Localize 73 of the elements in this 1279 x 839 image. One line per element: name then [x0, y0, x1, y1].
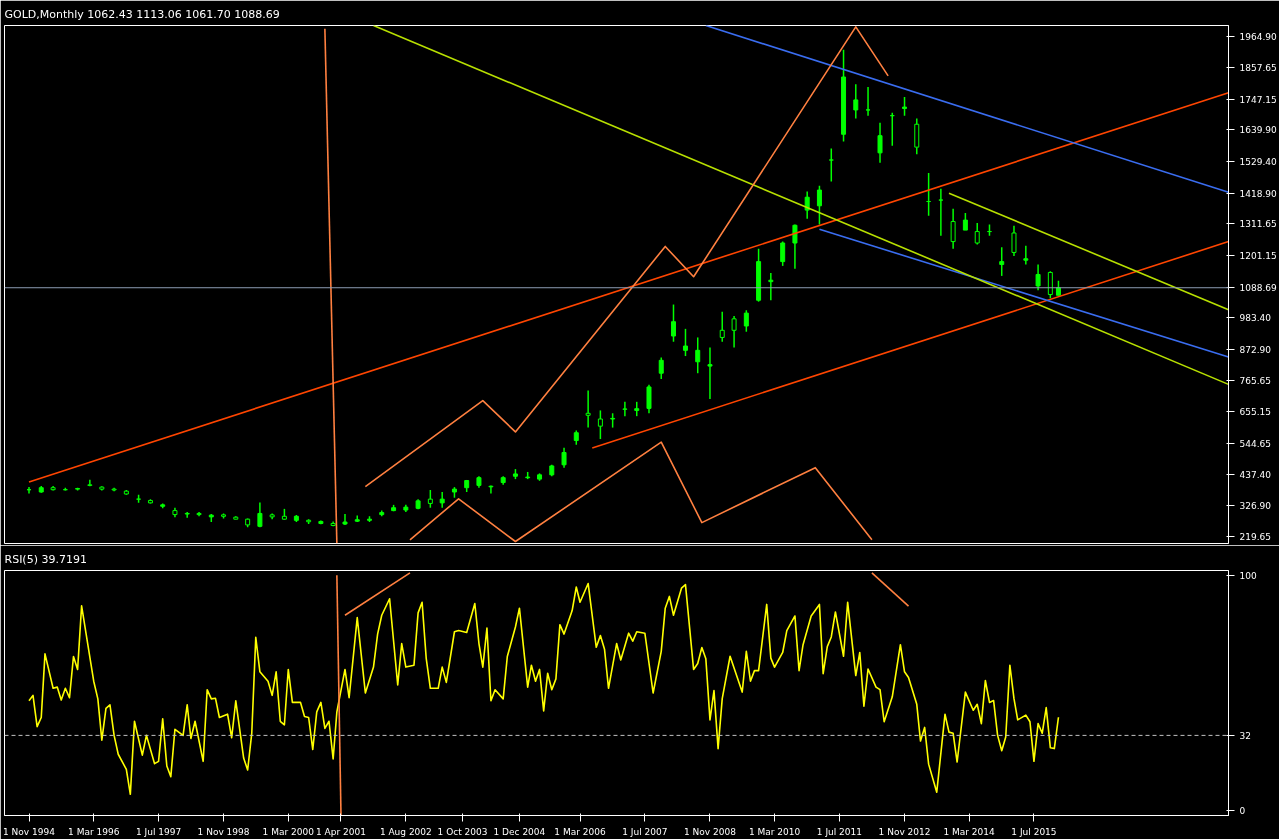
- candlestick: [902, 96, 908, 117]
- candlestick: [1035, 263, 1041, 291]
- x-tick-label: 1 Dec 2004: [493, 826, 546, 837]
- candlestick: [695, 336, 701, 374]
- y-tick-label: 983.40: [1239, 313, 1272, 324]
- y-tick-label: 32: [1239, 730, 1251, 741]
- x-tick-label: 1 Mar 2006: [554, 826, 606, 837]
- x-tick-label: 1 Jul 2007: [622, 826, 668, 837]
- y-tick-label: 765.65: [1239, 375, 1271, 386]
- y-tick-label: 219.65: [1239, 531, 1271, 542]
- y-tick-label: 437.40: [1239, 469, 1272, 480]
- y-tick-label: 1639.90: [1239, 125, 1277, 136]
- candlestick: [682, 328, 688, 357]
- x-tick-label: 1 Mar 2014: [943, 826, 996, 837]
- y-tick-label: 1529.40: [1239, 157, 1277, 168]
- candlestick: [257, 501, 263, 528]
- candlestick: [816, 185, 822, 226]
- y-tick-label: 1311.65: [1239, 219, 1277, 230]
- y-tick-label: 0: [1239, 806, 1246, 817]
- candlestick: [585, 389, 591, 429]
- y-tick-label: 872.90: [1239, 344, 1272, 355]
- candlestick: [877, 122, 883, 164]
- candlestick: [743, 309, 749, 333]
- y-tick-label: 1964.90: [1239, 32, 1277, 43]
- x-tick-label: 1 Nov 2008: [684, 826, 737, 837]
- x-tick-label: 1 Jul 1997: [135, 826, 182, 837]
- candlestick: [792, 223, 798, 270]
- candlestick: [1047, 270, 1053, 299]
- x-tick-label: 1 Aug 2002: [379, 826, 432, 837]
- candlestick: [938, 187, 944, 237]
- x-tick-label: 1 Nov 1998: [197, 826, 250, 837]
- candlestick: [828, 147, 834, 183]
- y-tick-label: 544.65: [1239, 438, 1271, 449]
- y-tick-label: 655.15: [1239, 407, 1271, 418]
- chart-title: RSI(5) 39.7191: [4, 552, 87, 566]
- candlestick: [597, 409, 603, 440]
- x-tick-label: 1 Nov 1994: [3, 826, 56, 837]
- x-tick-label: 1 Nov 2012: [878, 826, 931, 837]
- candlestick: [719, 310, 725, 343]
- candlestick: [950, 207, 956, 250]
- line-series: [364, 26, 889, 488]
- candlestick: [731, 315, 737, 349]
- y-tick-label: 1418.90: [1239, 188, 1277, 199]
- x-tick-label: 1 Jul 2015: [1011, 826, 1057, 837]
- candlestick: [865, 86, 871, 117]
- candlestick: [999, 246, 1005, 277]
- x-tick-label: 1 Jul 2011: [816, 826, 863, 837]
- chart-title: GOLD,Monthly 1062.43 1113.06 1061.70 1088.69: [4, 7, 280, 21]
- y-tick-label: 1747.15: [1239, 94, 1277, 105]
- candlestick: [1023, 245, 1029, 266]
- x-tick-label: 1 Mar 1996: [68, 826, 120, 837]
- candlestick: [768, 272, 774, 301]
- y-tick-label: 1857.65: [1239, 63, 1277, 74]
- candlestick: [622, 401, 628, 417]
- candlestick: [853, 83, 859, 120]
- candlestick: [646, 383, 652, 415]
- line-series: [409, 441, 873, 543]
- candlestick: [1011, 225, 1017, 257]
- y-tick-label: 326.90: [1239, 501, 1272, 512]
- candlestick: [780, 240, 786, 267]
- candlestick: [670, 303, 676, 343]
- candlestick: [561, 446, 567, 469]
- x-tick-label: 1 Oct 2003: [437, 826, 488, 837]
- x-tick-label: 1 Apr 2001: [316, 826, 366, 837]
- y-tick-label: 100: [1239, 570, 1257, 581]
- candlestick: [707, 346, 713, 400]
- candlestick: [658, 356, 664, 380]
- y-tick-label: 1088.69: [1239, 283, 1277, 294]
- x-tick-label: 1 Mar 2010: [748, 826, 801, 837]
- x-tick-label: 1 Mar 2000: [262, 826, 315, 837]
- y-tick-label: 1201.15: [1239, 251, 1277, 262]
- line-series: [28, 582, 1060, 796]
- candlestick: [914, 117, 920, 156]
